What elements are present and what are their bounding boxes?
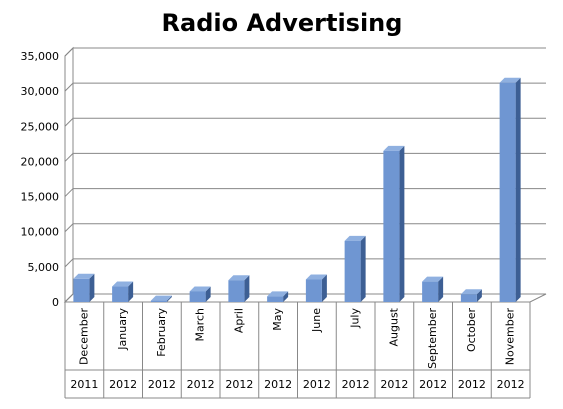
- bar: [73, 278, 90, 302]
- bar-side: [244, 275, 250, 302]
- grid-line: [64, 47, 546, 57]
- x-tick-label: August: [387, 307, 400, 346]
- bar-top: [499, 77, 521, 83]
- year-label: 2012: [380, 378, 408, 391]
- bar-top: [112, 281, 134, 287]
- year-label: 2012: [497, 378, 525, 391]
- bar-side: [360, 235, 366, 302]
- grid-line: [64, 152, 546, 162]
- bar-side: [128, 281, 134, 302]
- year-label: 2012: [303, 378, 331, 391]
- year-label: 2012: [342, 378, 370, 391]
- bar: [189, 291, 206, 302]
- bar-top: [383, 145, 405, 151]
- x-tick-label: July: [349, 308, 362, 329]
- bar: [422, 281, 439, 302]
- bar: [305, 279, 322, 302]
- grid-line: [64, 223, 546, 233]
- bar: [383, 150, 400, 302]
- side-wall: [64, 46, 74, 304]
- x-tick-label: May: [271, 308, 284, 331]
- x-tick-label: October: [465, 308, 478, 352]
- bar-top: [344, 235, 366, 241]
- y-tick-label: 35,000: [21, 50, 60, 63]
- y-tick-label: 0: [52, 296, 59, 309]
- x-tick-label: June: [310, 308, 323, 333]
- x-tick-label: March: [194, 308, 207, 342]
- bar-side: [89, 273, 95, 302]
- year-label: 2012: [148, 378, 176, 391]
- x-tick-label: January: [116, 308, 129, 351]
- bar: [499, 82, 516, 302]
- bar-top: [228, 275, 250, 281]
- y-tick-label: 20,000: [21, 155, 60, 168]
- chart-title: Radio Advertising: [162, 9, 403, 37]
- year-label: 2012: [225, 378, 253, 391]
- bar-top: [189, 286, 211, 292]
- x-tick-label: April: [232, 308, 245, 333]
- bar-side: [205, 286, 211, 302]
- bar: [150, 300, 167, 302]
- bar: [460, 294, 477, 302]
- year-label: 2012: [458, 378, 486, 391]
- bar-top: [460, 289, 482, 295]
- year-label: 2012: [264, 378, 292, 391]
- year-label: 2011: [70, 378, 98, 391]
- y-tick-label: 5,000: [28, 261, 60, 274]
- y-tick-label: 30,000: [21, 85, 60, 98]
- year-label: 2012: [419, 378, 447, 391]
- grid-line: [64, 117, 546, 127]
- y-tick-label: 10,000: [21, 226, 60, 239]
- grid-line: [64, 82, 546, 92]
- bar-side: [438, 276, 444, 302]
- x-tick-label: November: [504, 308, 517, 366]
- bar: [344, 240, 361, 302]
- x-tick-label: September: [426, 308, 439, 369]
- bar: [112, 286, 129, 302]
- y-tick-label: 15,000: [21, 191, 60, 204]
- bar-side: [283, 291, 289, 302]
- x-tick-label: December: [77, 308, 90, 366]
- bar-side: [515, 77, 521, 302]
- bar: [228, 280, 245, 302]
- bar-top: [73, 273, 95, 279]
- y-tick-label: 25,000: [21, 120, 60, 133]
- bar-top: [267, 291, 289, 297]
- bar-top: [422, 276, 444, 282]
- bar-top: [305, 274, 327, 280]
- grid-line: [64, 188, 546, 197]
- bar-side: [476, 289, 482, 302]
- year-label: 2012: [187, 378, 215, 391]
- bar-side: [321, 274, 327, 302]
- grid-line: [64, 258, 546, 268]
- bar-side: [166, 295, 172, 302]
- year-label: 2012: [109, 378, 137, 391]
- bar-top: [150, 295, 172, 301]
- bar: [267, 296, 284, 302]
- x-tick-label: February: [155, 308, 168, 357]
- bar-side: [399, 145, 405, 302]
